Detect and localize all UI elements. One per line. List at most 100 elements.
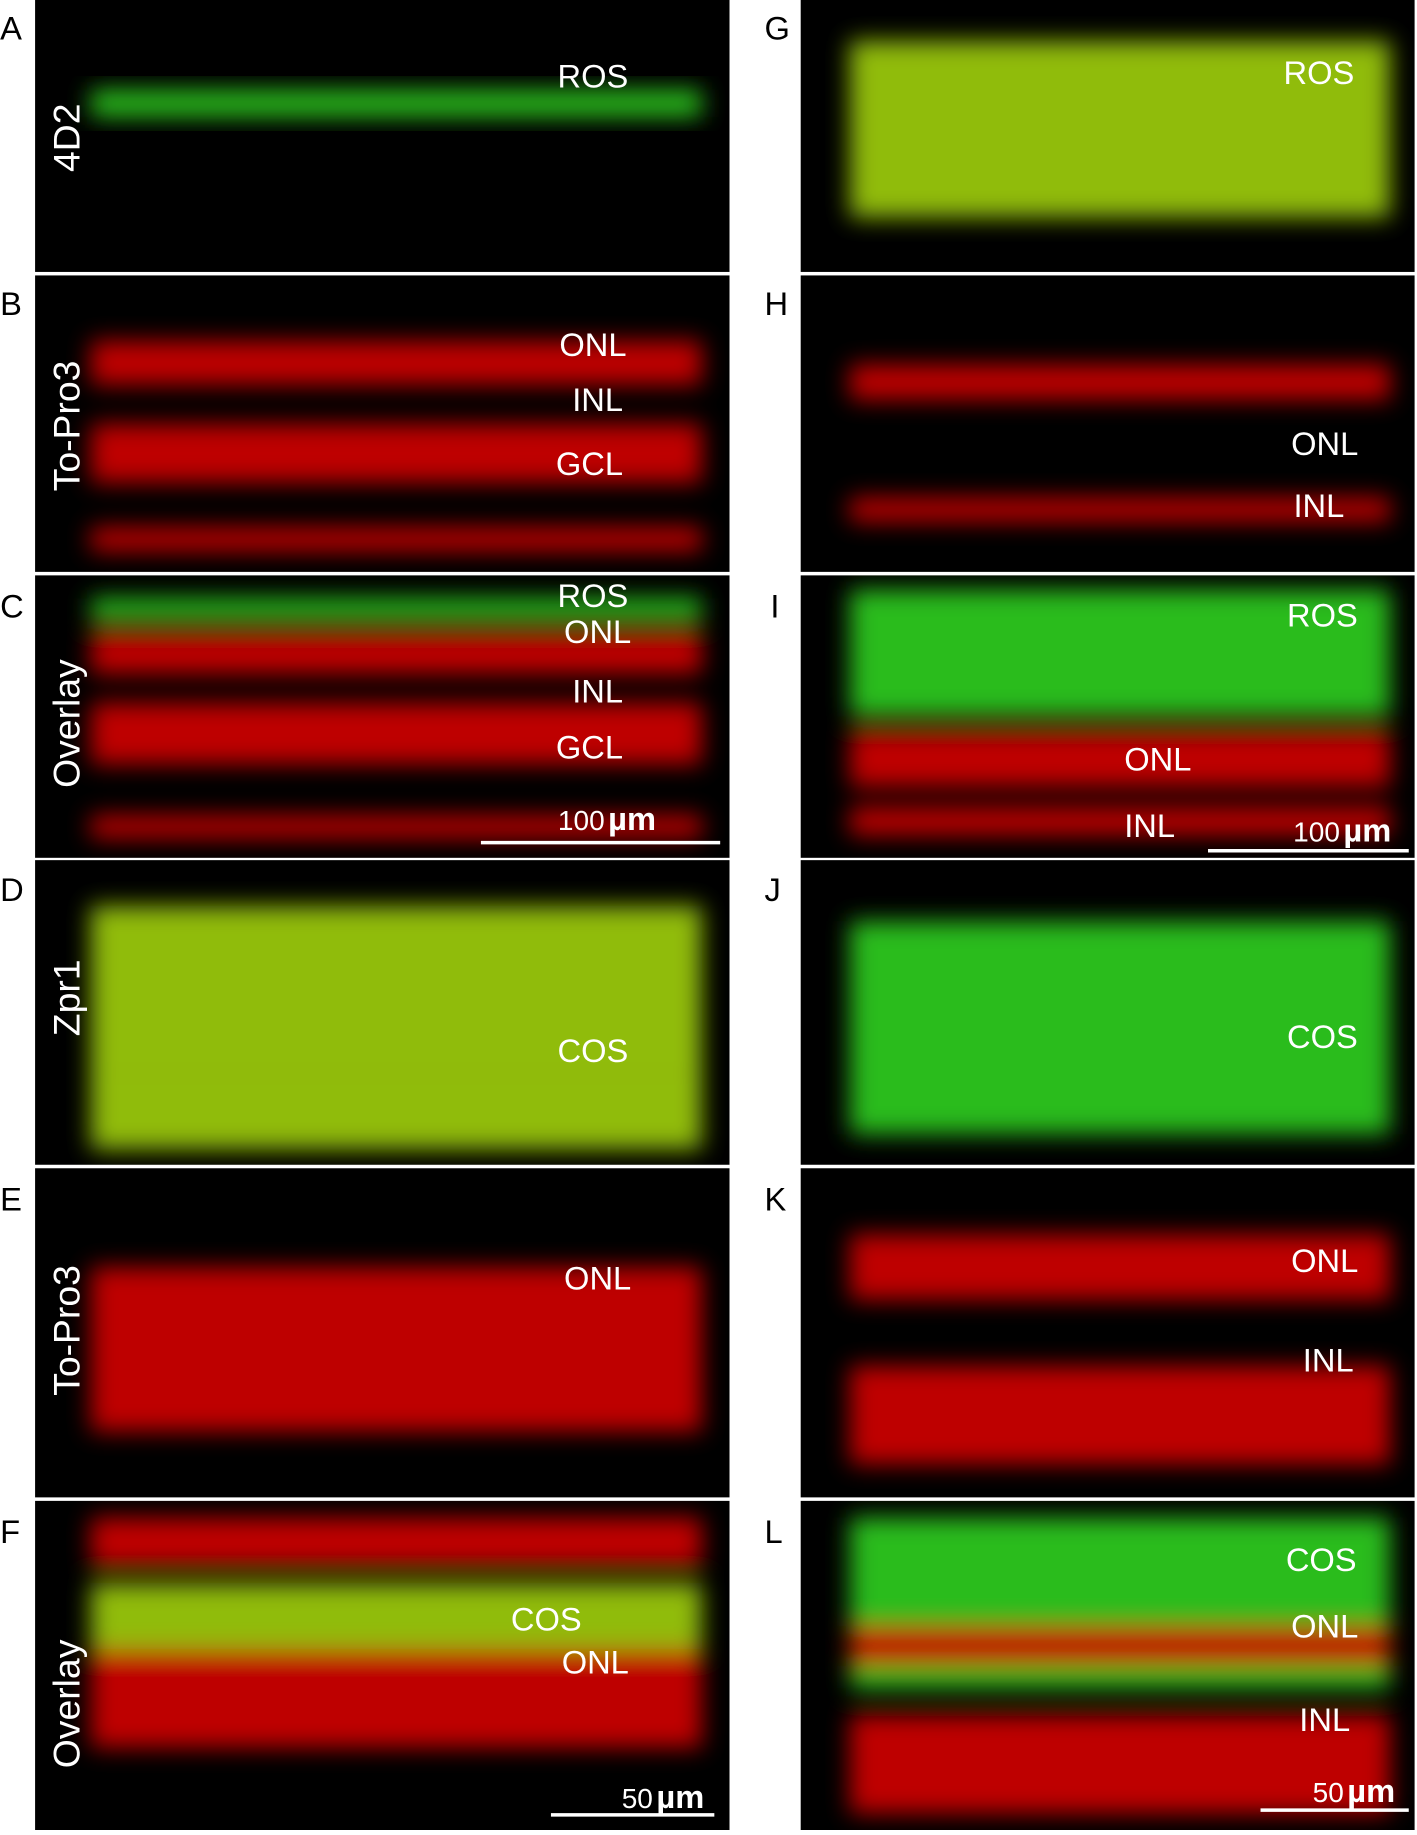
panel <box>800 0 1415 272</box>
layer-label: COS <box>558 1032 629 1069</box>
signal-band <box>90 702 702 765</box>
stain-label: Zpr1 <box>45 959 87 1036</box>
scale-unit: µm <box>656 1778 704 1815</box>
panel-letter: L <box>765 1513 783 1550</box>
signal-band <box>849 1365 1391 1465</box>
stain-signal <box>849 1517 1391 1814</box>
scale-value: 100 <box>558 805 605 836</box>
signal-band <box>849 1234 1391 1300</box>
panel-image <box>35 0 730 272</box>
scale-bar-label: 100 µm <box>1293 811 1391 848</box>
panel <box>800 275 1415 572</box>
layer-label: ROS <box>1287 597 1358 634</box>
stain-signal <box>849 589 1391 836</box>
panel-letter: A <box>0 10 22 47</box>
scale-bar-label: 50 µm <box>1313 1772 1396 1809</box>
layer-label: INL <box>1303 1341 1354 1378</box>
stain-signal <box>90 905 702 1150</box>
signal-band <box>90 340 702 386</box>
signal-band <box>90 631 702 675</box>
signal-band <box>849 1517 1391 1633</box>
layer-label: GCL <box>556 729 623 766</box>
stain-label: To-Pro3 <box>45 361 87 492</box>
scale-value: 50 <box>622 1783 653 1814</box>
panel-letter: K <box>765 1180 787 1217</box>
panel <box>800 860 1415 1165</box>
scale-value: 100 <box>1293 816 1340 847</box>
panel-letter: J <box>765 871 781 908</box>
layer-label: INL <box>1293 487 1344 524</box>
panel <box>800 575 1415 858</box>
scale-bar-label: 50 µm <box>622 1778 705 1815</box>
signal-band <box>849 1665 1391 1689</box>
stain-signal <box>90 597 702 839</box>
panel <box>35 275 730 572</box>
panel <box>800 1168 1415 1498</box>
signal-band <box>849 364 1391 400</box>
scale-unit: µm <box>1347 1772 1395 1809</box>
panel <box>35 860 730 1165</box>
layer-label: COS <box>511 1600 582 1637</box>
signal-band <box>849 730 1391 788</box>
panel-letter: F <box>0 1513 20 1550</box>
layer-label: ONL <box>1291 1607 1358 1644</box>
layer-label: GCL <box>556 445 623 482</box>
panel-letter: B <box>0 285 22 322</box>
signal-band <box>90 905 702 1074</box>
layer-label: INL <box>1124 807 1175 844</box>
signal-band <box>90 1073 702 1150</box>
signal-band <box>90 597 702 621</box>
panel-letter: E <box>0 1180 22 1217</box>
stain-signal <box>849 921 1391 1135</box>
layer-label: ONL <box>1124 740 1191 777</box>
panel <box>800 1500 1415 1830</box>
signal-band <box>90 89 702 117</box>
signal-band <box>849 806 1391 836</box>
scale-bar-label: 100 µm <box>558 800 656 837</box>
layer-label: ONL <box>1291 425 1358 462</box>
panel-letter: H <box>765 285 789 322</box>
stain-signal <box>849 40 1391 218</box>
scale-unit: µm <box>608 800 656 837</box>
panel <box>35 575 730 858</box>
signal-band <box>849 921 1391 1135</box>
layer-label: ONL <box>559 326 626 363</box>
signal-band <box>849 1714 1391 1814</box>
panel <box>35 0 730 272</box>
stain-signal <box>90 1517 702 1748</box>
layer-label: INL <box>572 381 623 418</box>
signal-band <box>90 815 702 839</box>
signal-band <box>90 1266 702 1432</box>
layer-label: ONL <box>1291 1242 1358 1279</box>
scale-unit: µm <box>1343 811 1391 848</box>
signal-band <box>90 1648 702 1748</box>
stain-signal <box>849 364 1391 522</box>
layer-label: ROS <box>558 577 629 614</box>
signal-band <box>90 423 702 483</box>
panel <box>35 1500 730 1830</box>
layer-label: INL <box>572 673 623 710</box>
signal-band <box>849 1625 1391 1666</box>
stain-label: To-Pro3 <box>45 1265 87 1396</box>
stain-label: 4D2 <box>45 103 87 171</box>
stain-signal <box>90 340 702 552</box>
signal-band <box>849 497 1391 522</box>
signal-band <box>90 1517 702 1567</box>
stain-signal <box>849 1234 1391 1465</box>
stain-label: Overlay <box>45 1639 87 1768</box>
layer-label: ROS <box>1283 54 1354 91</box>
signal-band <box>90 527 702 552</box>
signal-band <box>849 40 1391 218</box>
layer-label: ONL <box>562 1644 629 1681</box>
panel-letter: G <box>765 10 790 47</box>
layer-label: ROS <box>558 58 629 95</box>
signal-band <box>849 589 1391 717</box>
stain-signal <box>90 1266 702 1432</box>
layer-label: INL <box>1299 1701 1350 1738</box>
layer-label: ONL <box>564 613 631 650</box>
panel-image <box>800 275 1415 572</box>
layer-label: COS <box>1286 1541 1357 1578</box>
stain-label: Overlay <box>45 659 87 788</box>
panel-letter: D <box>0 871 24 908</box>
